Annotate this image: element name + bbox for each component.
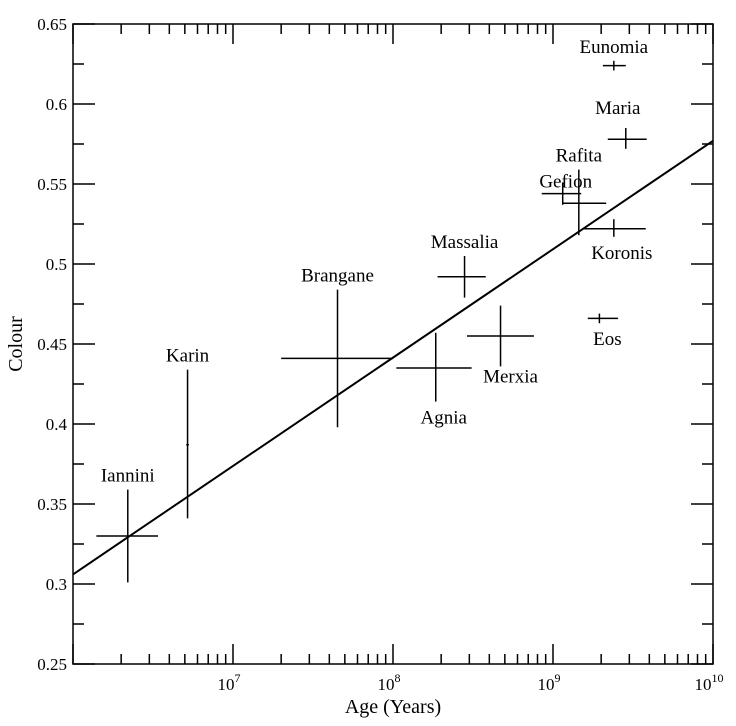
- point-label: Gefion: [539, 172, 592, 193]
- point-label: Iannini: [101, 466, 155, 487]
- point-label: Koronis: [591, 243, 652, 264]
- data-point-karin: Karin: [166, 346, 210, 519]
- x-tick-label-exponent: 10: [712, 671, 724, 685]
- y-tick-label: 0.65: [37, 15, 67, 34]
- x-tick-label-exponent: 9: [555, 671, 561, 685]
- point-label: Massalia: [431, 232, 499, 253]
- x-tick-label-base: 10: [695, 675, 712, 694]
- y-tick-label: 0.3: [46, 575, 67, 594]
- point-label: Merxia: [483, 366, 538, 387]
- point-label: Agnia: [421, 408, 468, 429]
- point-label: Eos: [593, 329, 622, 350]
- data-point-maria: Maria: [595, 98, 647, 149]
- x-tick-label-base: 10: [218, 675, 235, 694]
- x-tick-label: 109: [538, 671, 561, 694]
- y-tick-label: 0.35: [37, 495, 67, 514]
- point-label: Karin: [166, 346, 210, 367]
- point-label: Rafita: [556, 146, 603, 167]
- data-point-koronis: Koronis: [583, 219, 652, 264]
- y-axis-title: Colour: [5, 316, 27, 372]
- y-tick-label: 0.25: [37, 655, 67, 674]
- x-tick-label-base: 10: [538, 675, 555, 694]
- y-tick-label: 0.45: [37, 335, 67, 354]
- x-tick-label-exponent: 7: [235, 671, 241, 685]
- y-tick-label: 0.6: [46, 95, 67, 114]
- data-point-iannini: Iannini: [96, 466, 159, 583]
- point-label: Eunomia: [580, 37, 649, 58]
- x-tick-label: 1010: [695, 671, 724, 694]
- data-point-rafita: Rafita: [556, 146, 607, 236]
- trend-line: [72, 139, 714, 576]
- trend-line-group: [72, 139, 714, 576]
- x-tick-label-base: 10: [378, 675, 395, 694]
- y-axis-ticks: 0.25 0.3 0.35 0.4 0.45 0.5 0.55 0.6 0.65: [37, 15, 713, 674]
- point-label: Maria: [595, 98, 641, 119]
- data-point-merxia: Merxia: [466, 305, 539, 387]
- data-point-agnia: Agnia: [396, 332, 472, 429]
- data-point-eos: Eos: [587, 313, 622, 350]
- x-axis-ticks: 107 108 109 1010: [72, 24, 724, 694]
- data-point-gefion: Gefion: [539, 172, 593, 205]
- x-tick-label: 108: [378, 671, 401, 694]
- x-axis-title: Age (Years): [345, 696, 441, 718]
- y-tick-label: 0.55: [37, 175, 67, 194]
- y-tick-label: 0.4: [46, 415, 68, 434]
- x-tick-label: 107: [218, 671, 241, 694]
- point-label: Brangane: [301, 266, 374, 287]
- data-point-brangane: Brangane: [281, 266, 393, 428]
- data-point-eunomia: Eunomia: [580, 37, 649, 71]
- x-tick-label-exponent: 8: [395, 671, 401, 685]
- y-tick-label: 0.5: [46, 255, 67, 274]
- data-points: Iannini Karin Brangane Agnia Massalia Merxia G…: [96, 37, 652, 583]
- data-point-massalia: Massalia: [431, 232, 499, 298]
